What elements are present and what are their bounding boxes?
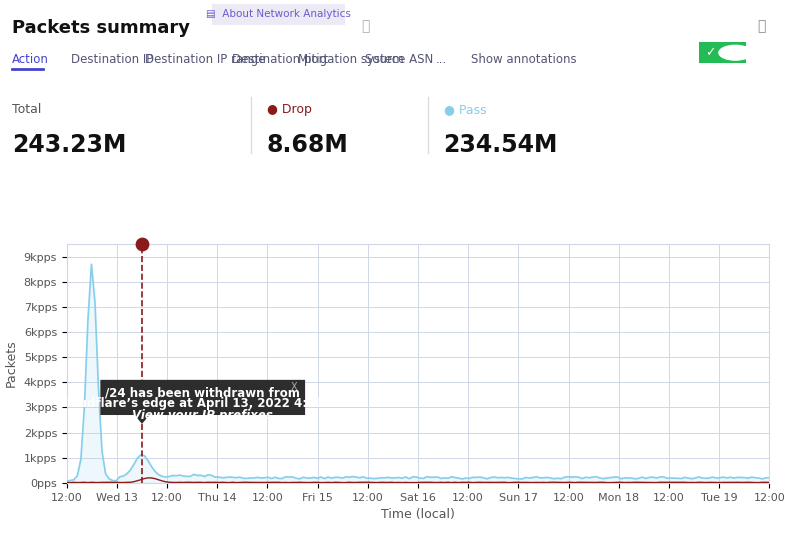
Circle shape <box>719 46 752 60</box>
Text: Destination port: Destination port <box>232 53 328 65</box>
Text: 243.23M: 243.23M <box>12 133 126 157</box>
Text: ▤  About Network Analytics: ▤ About Network Analytics <box>206 9 351 19</box>
Text: Mitigation system: Mitigation system <box>298 53 404 65</box>
Text: ✓: ✓ <box>705 46 716 59</box>
X-axis label: Time (local): Time (local) <box>381 508 455 521</box>
Text: ⧉: ⧉ <box>757 19 765 33</box>
Point <box>136 240 148 249</box>
Text: Source ASN: Source ASN <box>365 53 433 65</box>
FancyBboxPatch shape <box>100 380 305 415</box>
Text: Destination IP: Destination IP <box>71 53 153 65</box>
Text: View your IP prefixes: View your IP prefixes <box>133 408 273 422</box>
Text: 8.68M: 8.68M <box>267 133 349 157</box>
Text: /24 has been withdrawn from: /24 has been withdrawn from <box>105 386 300 399</box>
Polygon shape <box>134 415 149 424</box>
Text: Packets summary: Packets summary <box>12 19 190 37</box>
Text: ⏱: ⏱ <box>361 19 370 33</box>
Text: Destination IP range: Destination IP range <box>145 53 266 65</box>
Y-axis label: Packets: Packets <box>5 340 18 387</box>
Text: X: X <box>291 382 298 392</box>
Text: Total: Total <box>12 103 41 115</box>
Text: Cloudflare’s edge at April 13, 2022 4:11 PM: Cloudflare’s edge at April 13, 2022 4:11… <box>58 397 348 411</box>
Text: ● Pass: ● Pass <box>444 103 486 115</box>
Text: Show annotations: Show annotations <box>471 53 577 65</box>
Text: ...: ... <box>436 53 447 65</box>
Text: ● Drop: ● Drop <box>267 103 312 115</box>
Text: 234.54M: 234.54M <box>444 133 558 157</box>
Text: Action: Action <box>12 53 49 65</box>
